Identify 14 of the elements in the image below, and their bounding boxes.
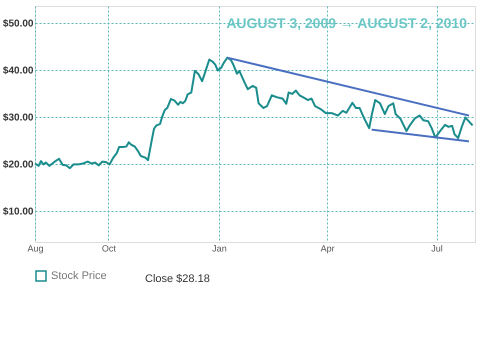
y-tick-label: $10.00 xyxy=(2,206,34,218)
x-tick-label: Jul xyxy=(431,244,443,254)
annotation: AUGUST 3, 2009 → AUGUST 2, 2010 xyxy=(226,15,468,31)
y-tick-label: $50.00 xyxy=(2,18,34,30)
y-tick-label: $30.00 xyxy=(2,112,34,124)
text: Close $28.18 xyxy=(145,273,210,285)
x-tick-label: Jan xyxy=(212,244,227,254)
legend-label: Stock Price xyxy=(51,270,107,282)
x-tick-label: Oct xyxy=(102,244,116,254)
y-tick-label: $20.00 xyxy=(2,159,34,170)
x-tick-label: Apr xyxy=(320,244,335,254)
line-series xyxy=(34,56,474,170)
x-tick-label: Aug xyxy=(27,244,44,254)
y-tick-label: $40.00 xyxy=(2,65,34,76)
